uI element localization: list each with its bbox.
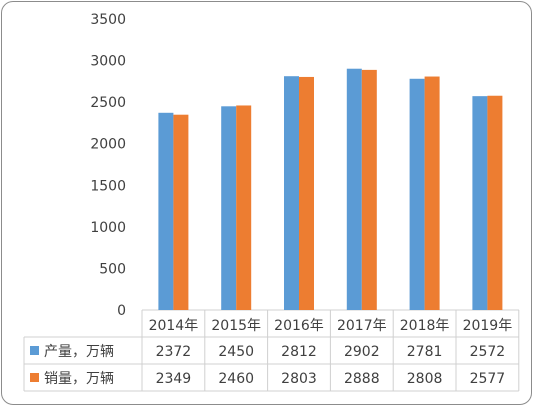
x-tick-label: 2017年 [337, 318, 387, 334]
legend-swatch [30, 373, 39, 382]
data-label: 2812 [281, 344, 317, 360]
legend-label: 产量，万辆 [44, 344, 114, 360]
bars [158, 68, 503, 311]
x-tick-label: 2016年 [274, 318, 324, 334]
y-tick-label: 2500 [90, 95, 126, 111]
data-label: 2372 [156, 344, 192, 360]
y-tick-label: 2000 [90, 137, 126, 153]
bar-sales [299, 76, 314, 311]
y-tick-label: 500 [99, 261, 126, 277]
data-label: 2803 [281, 371, 317, 387]
data-label: 2902 [344, 344, 380, 360]
x-tick-label: 2019年 [463, 318, 513, 334]
bar-production [158, 112, 174, 310]
bar-production [284, 76, 299, 310]
data-label: 2460 [218, 371, 254, 387]
data-label: 2781 [407, 344, 443, 360]
data-label: 2450 [218, 344, 254, 360]
bar-sales [236, 105, 252, 311]
y-tick-label: 1500 [90, 178, 126, 194]
data-label: 2577 [470, 371, 506, 387]
bar-sales [173, 114, 189, 311]
y-tick-label: 3000 [90, 54, 126, 70]
chart-frame: 0 500 1000 1500 2000 2500 3000 3500 2014年 2015年 2… [1, 1, 532, 405]
bar-sales [361, 69, 377, 311]
y-axis-labels: 0 500 1000 1500 2000 2500 3000 3500 [90, 12, 126, 319]
legend-label: 销量，万辆 [44, 371, 114, 387]
bar-sales [424, 76, 440, 311]
x-tick-label: 2014年 [149, 318, 199, 334]
x-tick-label: 2015年 [211, 318, 261, 334]
legend-swatch [30, 346, 39, 355]
data-label: 2572 [470, 344, 506, 360]
bar-production [221, 106, 237, 310]
data-label: 2808 [407, 371, 443, 387]
x-tick-label: 2018年 [400, 318, 450, 334]
data-label: 2888 [344, 371, 380, 387]
y-tick-label: 0 [117, 303, 126, 319]
bar-sales [487, 95, 503, 310]
bar-production [346, 68, 362, 311]
data-label: 2349 [156, 371, 192, 387]
y-tick-label: 1000 [90, 220, 126, 236]
bar-production [472, 96, 488, 310]
bar-production [409, 78, 425, 310]
y-tick-label: 3500 [90, 12, 126, 28]
